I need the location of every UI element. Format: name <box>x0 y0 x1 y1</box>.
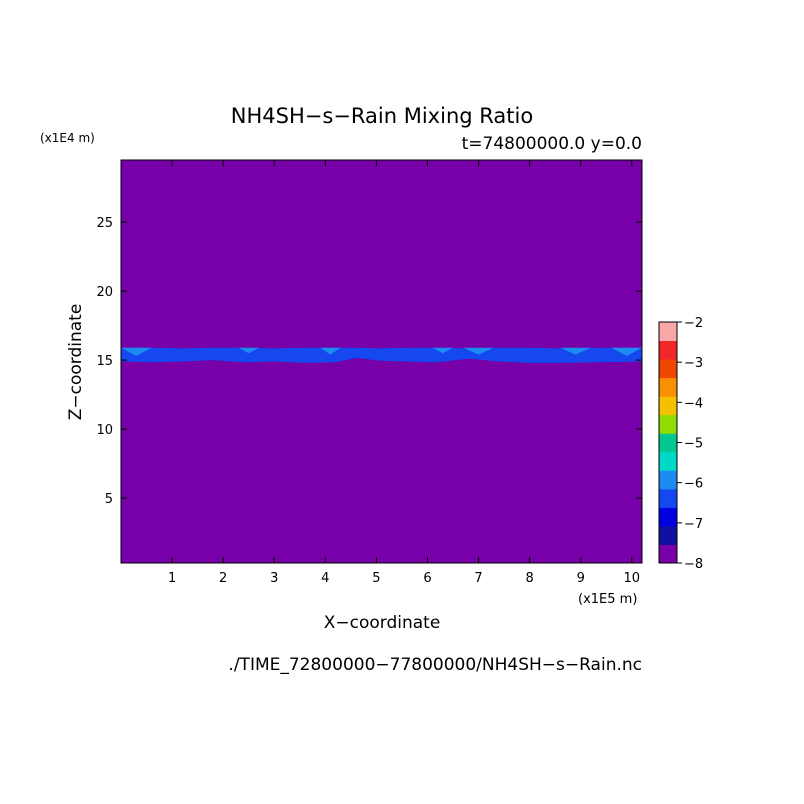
colorbar-swatch <box>659 470 677 490</box>
colorbar-swatch <box>659 525 677 545</box>
plot-area <box>121 160 642 563</box>
colorbar: −8 −7 −6 −5 −4 −3 −2 <box>658 316 703 572</box>
contour-patch <box>432 347 454 354</box>
contour-patch <box>611 347 642 356</box>
colorbar-swatch <box>659 340 677 360</box>
x-tick-label: 8 <box>525 571 533 586</box>
x-tick-label: 4 <box>321 571 329 586</box>
colorbar-swatch <box>659 488 677 508</box>
contour-patch <box>121 347 152 356</box>
chart-subtitle: t=74800000.0 y=0.0 <box>462 134 642 154</box>
x-tick-label: 9 <box>577 571 585 586</box>
colorbar-swatch <box>659 377 677 397</box>
y-tick-label: 25 <box>96 216 113 231</box>
x-tick-label: 3 <box>270 571 278 586</box>
colorbar-swatch <box>659 507 677 527</box>
chart-title: NH4SH−s−Rain Mixing Ratio <box>231 104 533 128</box>
colorbar-tick-label: −2 <box>684 316 703 331</box>
contour-band <box>121 347 642 363</box>
x-tick-label: 7 <box>474 571 482 586</box>
colorbar-swatch <box>659 451 677 471</box>
axes: 1 2 3 4 5 6 7 8 9 10 5 10 15 20 25 <box>96 159 643 586</box>
colorbar-tick-label: −3 <box>684 356 703 371</box>
colorbar-swatch <box>659 544 677 564</box>
x-scale-label: (x1E5 m) <box>578 592 637 607</box>
colorbar-tick-label: −6 <box>684 477 703 492</box>
colorbar-tick-label: −4 <box>684 396 703 411</box>
contour-patch <box>238 347 259 354</box>
colorbar-tick-label: −5 <box>684 437 703 452</box>
x-tick-label: 6 <box>423 571 431 586</box>
y-tick-label: 20 <box>96 285 113 300</box>
colorbar-swatch <box>659 433 677 453</box>
colorbar-tick-label: −8 <box>684 557 703 572</box>
x-tick-label: 2 <box>219 571 227 586</box>
contour-patch <box>560 347 591 355</box>
y-tick-label: 15 <box>96 354 113 369</box>
x-tick-label: 1 <box>168 571 176 586</box>
colorbar-swatch <box>659 359 677 379</box>
colorbar-swatch <box>659 396 677 416</box>
x-tick-label: 5 <box>372 571 380 586</box>
contour-patch <box>320 347 341 355</box>
colorbar-swatch <box>659 322 677 342</box>
colorbar-tick-label: −7 <box>684 517 703 532</box>
x-axis-label: X−coordinate <box>324 613 441 633</box>
colorbar-swatch <box>659 414 677 434</box>
x-tick-label: 10 <box>624 571 641 586</box>
y-tick-label: 10 <box>96 423 113 438</box>
footer-path: ./TIME_72800000−77800000/NH4SH−s−Rain.nc <box>228 655 642 675</box>
y-tick-label: 5 <box>105 492 113 507</box>
y-scale-label: (x1E4 m) <box>40 131 95 145</box>
contour-patch <box>463 347 494 355</box>
plot-frame <box>120 159 643 564</box>
y-axis-label: Z−coordinate <box>66 304 86 421</box>
